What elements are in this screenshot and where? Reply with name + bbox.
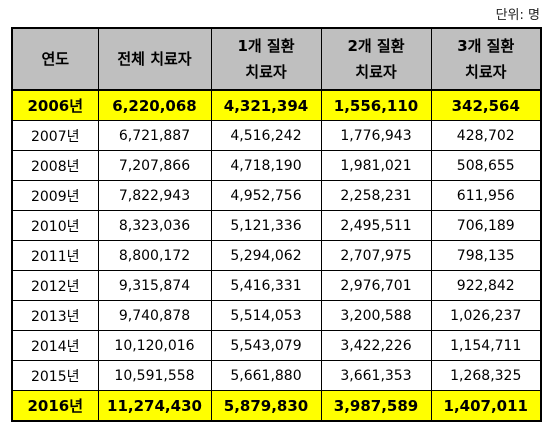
cell-two-diseases: 3,200,588 (320, 300, 432, 331)
table-row: 2010년 8,323,036 5,121,336 2,495,511 706,… (11, 210, 542, 241)
table-row: 2016년 11,274,430 5,879,830 3,987,589 1,4… (11, 390, 542, 422)
cell-two-diseases: 2,707,975 (320, 240, 432, 271)
cell-two-diseases: 3,987,589 (320, 390, 432, 422)
cell-two-diseases: 2,976,701 (320, 270, 432, 301)
unit-note: 단위: 명 (495, 8, 540, 23)
header-one-disease: 1개 질환 치료자 (210, 27, 322, 91)
header-one-disease-line1: 1개 질환 (237, 37, 295, 55)
cell-year: 2014년 (11, 330, 99, 361)
cell-two-diseases: 3,661,353 (320, 360, 432, 391)
cell-three-diseases: 342,564 (430, 89, 542, 121)
table-row: 2008년 7,207,866 4,718,190 1,981,021 508,… (11, 150, 542, 181)
cell-one-disease: 5,294,062 (210, 240, 322, 271)
cell-year: 2012년 (11, 270, 99, 301)
table-header: 연도 전체 치료자 1개 질환 치료자 2개 질환 치료자 3개 질환 치료자 (11, 27, 542, 91)
header-three-diseases: 3개 질환 치료자 (430, 27, 542, 91)
table-row: 2014년 10,120,016 5,543,079 3,422,226 1,1… (11, 330, 542, 361)
cell-three-diseases: 611,956 (430, 180, 542, 211)
table-row: 2015년 10,591,558 5,661,880 3,661,353 1,2… (11, 360, 542, 391)
cell-three-diseases: 922,842 (430, 270, 542, 301)
header-year-label: 연도 (41, 50, 70, 68)
cell-one-disease: 5,121,336 (210, 210, 322, 241)
cell-one-disease: 5,879,830 (210, 390, 322, 422)
cell-one-disease: 5,416,331 (210, 270, 322, 301)
cell-three-diseases: 798,135 (430, 240, 542, 271)
cell-three-diseases: 428,702 (430, 120, 542, 151)
cell-year: 2008년 (11, 150, 99, 181)
cell-two-diseases: 2,258,231 (320, 180, 432, 211)
table-row: 2006년 6,220,068 4,321,394 1,556,110 342,… (11, 89, 542, 121)
treatment-stats-table: 연도 전체 치료자 1개 질환 치료자 2개 질환 치료자 3개 질환 치료자 … (11, 27, 542, 422)
header-total: 전체 치료자 (97, 27, 212, 91)
cell-three-diseases: 1,268,325 (430, 360, 542, 391)
header-three-diseases-line2: 치료자 (465, 63, 507, 81)
cell-three-diseases: 1,154,711 (430, 330, 542, 361)
table-row: 2007년 6,721,887 4,516,242 1,776,943 428,… (11, 120, 542, 151)
cell-year: 2015년 (11, 360, 99, 391)
header-total-label: 전체 치료자 (117, 50, 192, 68)
cell-two-diseases: 1,981,021 (320, 150, 432, 181)
cell-year: 2016년 (11, 390, 99, 422)
table-row: 2009년 7,822,943 4,952,756 2,258,231 611,… (11, 180, 542, 211)
cell-one-disease: 4,718,190 (210, 150, 322, 181)
header-two-diseases-line1: 2개 질환 (347, 37, 405, 55)
cell-total: 9,315,874 (97, 270, 212, 301)
table-row: 2011년 8,800,172 5,294,062 2,707,975 798,… (11, 240, 542, 271)
cell-three-diseases: 1,026,237 (430, 300, 542, 331)
header-row: 연도 전체 치료자 1개 질환 치료자 2개 질환 치료자 3개 질환 치료자 (11, 27, 542, 91)
header-three-diseases-line1: 3개 질환 (457, 37, 515, 55)
table-row: 2012년 9,315,874 5,416,331 2,976,701 922,… (11, 270, 542, 301)
cell-total: 10,120,016 (97, 330, 212, 361)
cell-total: 8,323,036 (97, 210, 212, 241)
header-one-disease-line2: 치료자 (245, 63, 287, 81)
table-row: 2013년 9,740,878 5,514,053 3,200,588 1,02… (11, 300, 542, 331)
cell-total: 10,591,558 (97, 360, 212, 391)
cell-two-diseases: 1,776,943 (320, 120, 432, 151)
cell-three-diseases: 1,407,011 (430, 390, 542, 422)
cell-one-disease: 5,514,053 (210, 300, 322, 331)
cell-year: 2006년 (11, 89, 99, 121)
cell-total: 7,207,866 (97, 150, 212, 181)
cell-three-diseases: 706,189 (430, 210, 542, 241)
cell-one-disease: 4,516,242 (210, 120, 322, 151)
cell-two-diseases: 1,556,110 (320, 89, 432, 121)
cell-two-diseases: 2,495,511 (320, 210, 432, 241)
cell-one-disease: 4,321,394 (210, 89, 322, 121)
cell-total: 7,822,943 (97, 180, 212, 211)
cell-two-diseases: 3,422,226 (320, 330, 432, 361)
cell-total: 9,740,878 (97, 300, 212, 331)
cell-three-diseases: 508,655 (430, 150, 542, 181)
cell-one-disease: 4,952,756 (210, 180, 322, 211)
cell-total: 6,721,887 (97, 120, 212, 151)
cell-one-disease: 5,661,880 (210, 360, 322, 391)
cell-one-disease: 5,543,079 (210, 330, 322, 361)
cell-total: 6,220,068 (97, 89, 212, 121)
header-year: 연도 (11, 27, 99, 91)
cell-year: 2011년 (11, 240, 99, 271)
cell-year: 2009년 (11, 180, 99, 211)
cell-year: 2010년 (11, 210, 99, 241)
cell-year: 2013년 (11, 300, 99, 331)
cell-year: 2007년 (11, 120, 99, 151)
table-body: 2006년 6,220,068 4,321,394 1,556,110 342,… (11, 89, 542, 422)
header-two-diseases-line2: 치료자 (355, 63, 397, 81)
cell-total: 11,274,430 (97, 390, 212, 422)
cell-total: 8,800,172 (97, 240, 212, 271)
header-two-diseases: 2개 질환 치료자 (320, 27, 432, 91)
